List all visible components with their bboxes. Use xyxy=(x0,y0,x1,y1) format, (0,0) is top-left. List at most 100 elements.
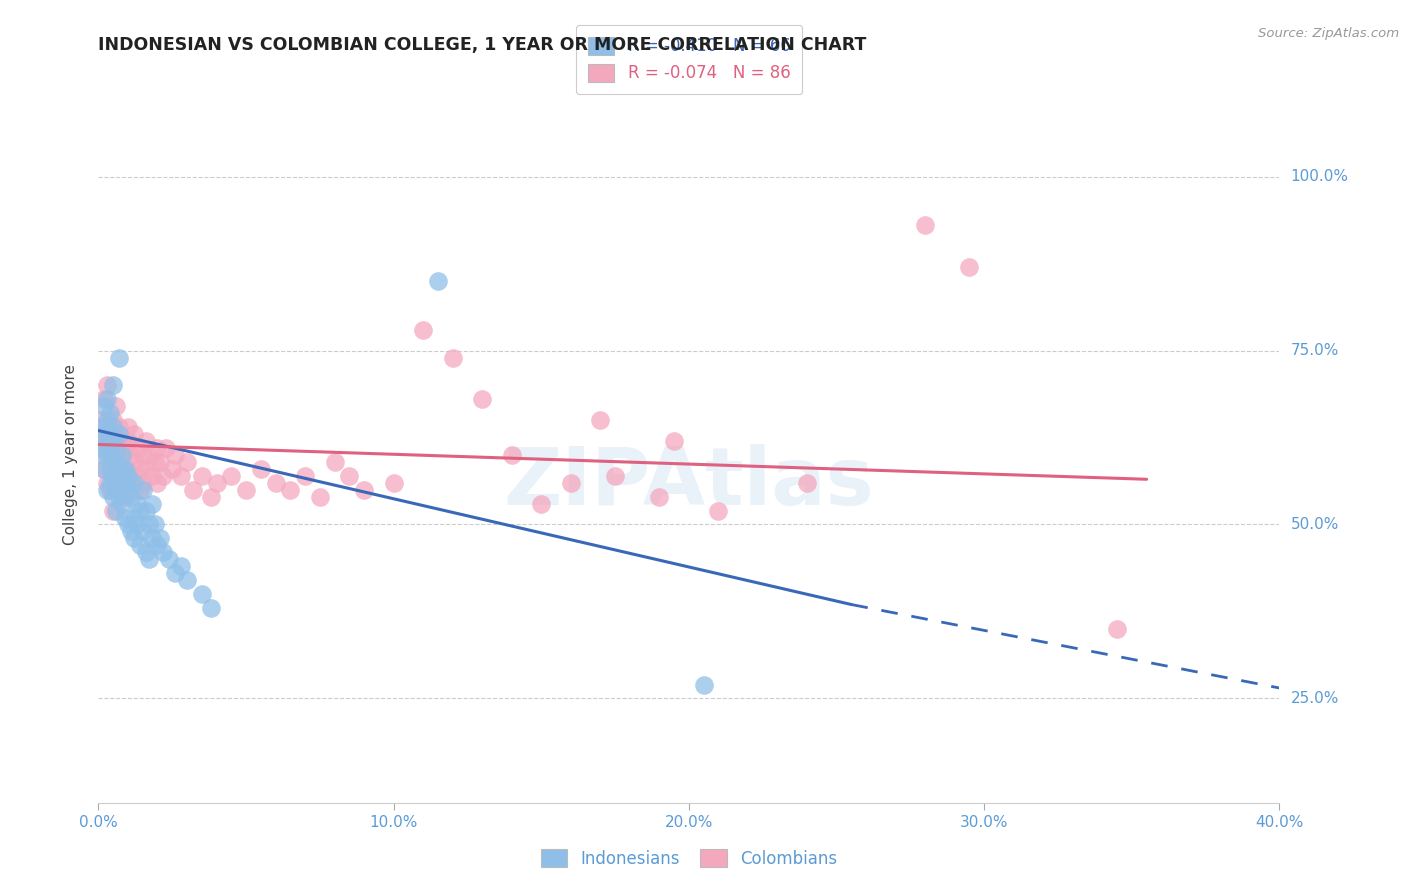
Text: 25.0%: 25.0% xyxy=(1291,691,1339,706)
Point xyxy=(105,448,128,462)
Point xyxy=(648,490,671,504)
Point xyxy=(170,559,193,574)
Point xyxy=(138,552,160,566)
Point xyxy=(294,468,316,483)
Point xyxy=(143,517,166,532)
Point xyxy=(105,427,128,442)
Point xyxy=(90,434,112,448)
Point xyxy=(117,468,139,483)
Point xyxy=(200,490,222,504)
Point xyxy=(96,448,118,462)
Point xyxy=(103,468,125,483)
Point xyxy=(141,532,163,546)
Point xyxy=(959,260,981,274)
Point xyxy=(108,427,131,442)
Point xyxy=(165,566,187,581)
Point xyxy=(111,448,134,462)
Point xyxy=(108,420,131,434)
Point xyxy=(176,573,198,587)
Point xyxy=(98,427,121,442)
Point xyxy=(128,503,150,517)
Point xyxy=(205,475,228,490)
Point xyxy=(98,448,121,462)
Point xyxy=(125,517,148,532)
Point xyxy=(98,434,121,448)
Point xyxy=(122,427,145,442)
Point xyxy=(128,538,150,552)
Point xyxy=(323,455,346,469)
Point xyxy=(93,399,115,413)
Point xyxy=(128,462,150,476)
Point xyxy=(90,413,112,427)
Point xyxy=(135,434,157,448)
Point xyxy=(132,524,155,539)
Point xyxy=(103,378,125,392)
Point xyxy=(135,545,157,559)
Point xyxy=(796,475,818,490)
Point xyxy=(111,448,134,462)
Point xyxy=(125,441,148,455)
Point xyxy=(96,434,118,448)
Point xyxy=(120,448,142,462)
Point xyxy=(117,483,139,497)
Point xyxy=(128,483,150,497)
Point xyxy=(114,490,136,504)
Point xyxy=(108,490,131,504)
Point xyxy=(125,497,148,511)
Point xyxy=(200,601,222,615)
Point xyxy=(353,483,375,497)
Point xyxy=(382,475,405,490)
Point xyxy=(105,483,128,497)
Point xyxy=(117,468,139,483)
Point xyxy=(105,455,128,469)
Point xyxy=(111,434,134,448)
Point xyxy=(122,475,145,490)
Point xyxy=(98,462,121,476)
Point xyxy=(176,455,198,469)
Point xyxy=(693,677,716,691)
Text: 75.0%: 75.0% xyxy=(1291,343,1339,358)
Point xyxy=(165,448,187,462)
Point xyxy=(441,351,464,365)
Point xyxy=(120,475,142,490)
Point xyxy=(103,434,125,448)
Point xyxy=(589,413,612,427)
Point xyxy=(98,475,121,490)
Point xyxy=(98,420,121,434)
Point xyxy=(707,503,730,517)
Point xyxy=(471,392,494,407)
Point xyxy=(122,510,145,524)
Point xyxy=(103,441,125,455)
Point xyxy=(114,475,136,490)
Point xyxy=(103,468,125,483)
Text: INDONESIAN VS COLOMBIAN COLLEGE, 1 YEAR OR MORE CORRELATION CHART: INDONESIAN VS COLOMBIAN COLLEGE, 1 YEAR … xyxy=(98,36,866,54)
Point xyxy=(122,455,145,469)
Point xyxy=(96,475,118,490)
Point xyxy=(98,462,121,476)
Point xyxy=(135,503,157,517)
Point xyxy=(146,475,169,490)
Point xyxy=(108,468,131,483)
Point xyxy=(120,490,142,504)
Point xyxy=(111,483,134,497)
Text: ZIPAtlas: ZIPAtlas xyxy=(503,443,875,522)
Point xyxy=(146,441,169,455)
Point xyxy=(560,475,582,490)
Text: 50.0%: 50.0% xyxy=(1291,517,1339,532)
Point xyxy=(105,462,128,476)
Point xyxy=(914,219,936,233)
Point xyxy=(117,434,139,448)
Point xyxy=(96,413,118,427)
Point xyxy=(181,483,204,497)
Point xyxy=(105,399,128,413)
Text: 100.0%: 100.0% xyxy=(1291,169,1348,184)
Point xyxy=(132,475,155,490)
Point xyxy=(103,503,125,517)
Point xyxy=(125,468,148,483)
Point xyxy=(170,468,193,483)
Y-axis label: College, 1 year or more: College, 1 year or more xyxy=(63,365,77,545)
Point xyxy=(96,378,118,392)
Point xyxy=(114,510,136,524)
Point xyxy=(135,462,157,476)
Point xyxy=(250,462,273,476)
